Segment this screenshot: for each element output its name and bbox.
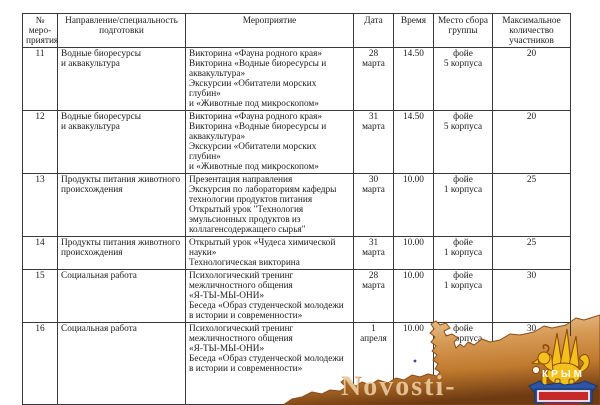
cell-max: 20 [492,110,571,174]
cell-max: 20 [492,47,571,111]
table-row: 15 Социальная работа Психологический тре… [22,269,571,323]
cell-max: 25 [492,236,571,270]
cell-number: 14 [22,236,58,270]
cell-event: Викторина «Фауна родного края» Викторина… [185,110,354,174]
cell-place: фойе 1 корпуса [433,236,493,270]
cell-time: 14.50 [393,47,434,111]
cell-direction: Социальная работа [57,322,186,405]
cell-direction: Продукты питания животного происхождения [57,173,186,237]
table-header-row: № меро- приятия Направление/специальност… [22,13,571,48]
cell-max: 30 [492,269,571,323]
cell-date: 30 марта [353,173,394,237]
cell-time: 10.00 [393,173,434,237]
events-schedule-table: № меро- приятия Направление/специальност… [22,13,571,405]
table-row: 11 Водные биоресурсы и аквакультура Викт… [22,47,571,111]
cell-time: 10.00 [393,236,434,270]
cell-event: Открытый урок «Чудеса химической науки» … [185,236,354,270]
cell-date: 28 марта [353,47,394,111]
cell-place: фойе 5 корпуса [433,110,493,174]
header-time: Время [393,13,434,48]
cell-direction: Продукты питания животного происхождения [57,236,186,270]
cell-date: 31 марта [353,110,394,174]
cell-number: 15 [22,269,58,323]
table-row: 13 Продукты питания животного происхожде… [22,173,571,237]
cell-event: Психологический тренинг межличностного о… [185,322,354,405]
cell-number: 11 [22,47,58,111]
table-row: 16 Социальная работа Психологический тре… [22,322,571,405]
cell-date: 28 марта [353,269,394,323]
cell-event: Презентация направления Экскурсия по лаб… [185,173,354,237]
cell-date: 31 марта [353,236,394,270]
cell-direction: Водные биоресурсы и аквакультура [57,110,186,174]
table-row: 12 Водные биоресурсы и аквакультура Викт… [22,110,571,174]
cell-number: 16 [22,322,58,405]
cell-max: 30 [492,322,571,405]
cell-date: 1 апреля [353,322,394,405]
header-date: Дата [353,13,394,48]
table-right-border-over-map [570,298,571,336]
cell-place: фойе 1 корпуса [433,269,493,323]
header-place: Место сбора группы [433,13,493,48]
header-event: Мероприятие [185,13,354,48]
cell-direction: Социальная работа [57,269,186,323]
cell-time: 14.50 [393,110,434,174]
cell-place: фойе 1 корпуса [433,173,493,237]
header-event-number: № меро- приятия [22,13,58,48]
cell-max: 25 [492,173,571,237]
table-row: 14 Продукты питания животного происхожде… [22,236,571,270]
cell-direction: Водные биоресурсы и аквакультура [57,47,186,111]
cell-number: 13 [22,173,58,237]
header-max-participants: Максимальное количество участников [492,13,571,48]
cell-event: Психологический тренинг межличностного о… [185,269,354,323]
cell-number: 12 [22,110,58,174]
cell-event: Викторина «Фауна родного края» Викторина… [185,47,354,111]
header-direction: Направление/специальность подготовки [57,13,186,48]
cell-time: 10.00 [393,269,434,323]
cell-place: фойе 1 корпуса [433,322,493,405]
cell-time: 10.00 [393,322,434,405]
cell-place: фойе 5 корпуса [433,47,493,111]
